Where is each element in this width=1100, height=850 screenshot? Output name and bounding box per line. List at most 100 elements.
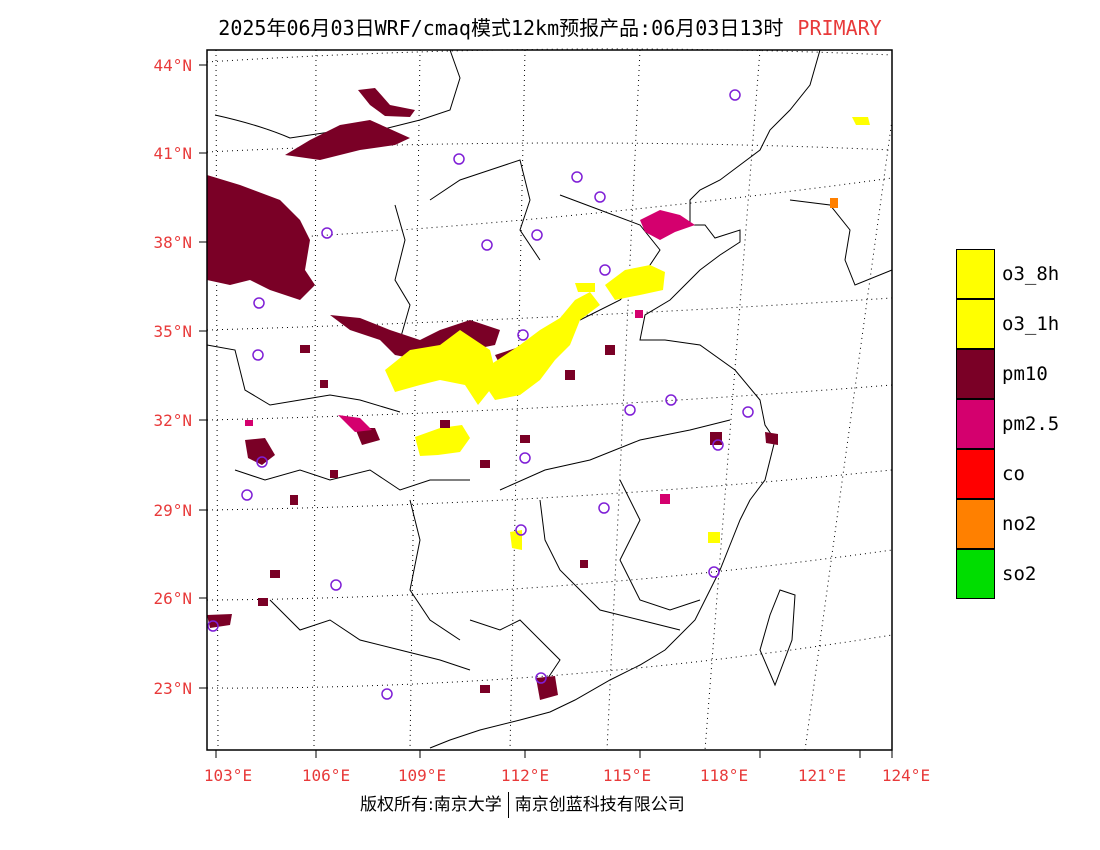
station-marker [453, 153, 465, 165]
pm10-patch-north [358, 88, 415, 117]
station-marker [531, 229, 543, 241]
station-marker [253, 297, 265, 309]
lon-label: 106°E [302, 766, 350, 785]
lon-label: 121°E [798, 766, 846, 785]
legend-label: pm10 [1002, 363, 1048, 385]
station-marker [598, 502, 610, 514]
lon-label: 115°E [603, 766, 651, 785]
lon-label: 103°E [204, 766, 252, 785]
pm10-patch-yunnan [207, 614, 232, 628]
copyright-left: 版权所有:南京大学 [360, 795, 502, 815]
station-markers [207, 89, 754, 700]
map-background [207, 50, 892, 750]
pollutant-patches [207, 88, 870, 700]
lat-label: 29°N [153, 501, 192, 520]
boundary-lines [206, 49, 893, 749]
lat-axis: 44°N 41°N 38°N 35°N 32°N 29°N 26°N 23°N [153, 56, 207, 698]
o3-patch-henan [485, 292, 600, 400]
station-marker [481, 239, 493, 251]
station-marker [535, 672, 547, 684]
legend-swatch [956, 549, 995, 599]
map-frame [206, 49, 893, 751]
pm10-cell [565, 370, 575, 380]
legend-swatch [956, 449, 995, 499]
lon-axis: 103°E 106°E 109°E 112°E 115°E 118°E 121°E 124°E [204, 750, 930, 785]
pm10-cell [320, 380, 328, 388]
pm10-cell [270, 570, 280, 578]
station-marker [517, 329, 529, 341]
legend-swatch [956, 349, 995, 399]
pm10-patch-zhejiang [765, 432, 778, 445]
pm10-patch-jiangxi [710, 432, 722, 445]
legend-swatch [956, 299, 995, 349]
station-marker [708, 566, 720, 578]
copyright-right: 南京创蓝科技有限公司 [514, 795, 685, 815]
legend-label: o3_8h [1002, 263, 1060, 285]
lon-label: 112°E [501, 766, 549, 785]
lat-label: 35°N [153, 322, 192, 341]
station-marker [519, 452, 531, 464]
legend-label: pm2.5 [1002, 413, 1060, 435]
pm10-cell [480, 685, 490, 693]
station-marker [742, 406, 754, 418]
station-marker [599, 264, 611, 276]
station-marker [571, 171, 583, 183]
pm25-cell [245, 420, 253, 426]
station-marker [594, 191, 606, 203]
legend-label: so2 [1002, 563, 1037, 585]
station-marker [252, 349, 264, 361]
pm25-patch-hebei [640, 210, 695, 240]
o3-patch-hubei [415, 425, 470, 456]
o3-patch-central [385, 330, 495, 405]
station-marker [712, 439, 724, 451]
legend-swatch [956, 399, 995, 449]
pm25-patch-chongqing [338, 415, 372, 432]
pm10-patch-inner-mongolia [285, 120, 410, 160]
station-marker [624, 404, 636, 416]
legend-label: no2 [1002, 513, 1037, 535]
station-marker [665, 394, 677, 406]
legend-label: o3_1h [1002, 313, 1060, 335]
o3-patch-fujian [708, 532, 720, 543]
graticule [206, 48, 893, 751]
title-tag: PRIMARY [797, 16, 882, 40]
station-marker [729, 89, 741, 101]
copyright-footer: 版权所有:南京大学 南京创蓝科技有限公司 [360, 790, 685, 818]
pm10-patch-sichuan [245, 438, 275, 465]
no2-patch-dalian [830, 198, 838, 208]
lon-label: 109°E [398, 766, 446, 785]
o3-patch-hebei-south [575, 283, 595, 292]
pm10-patch-guangdong [536, 676, 558, 700]
pm25-cell [635, 310, 643, 318]
pm25-cell [660, 494, 670, 504]
station-marker [515, 524, 527, 536]
lat-label: 32°N [153, 411, 192, 430]
station-marker [330, 579, 342, 591]
pm10-cell [480, 460, 490, 468]
legend-swatch [956, 499, 995, 549]
station-marker [381, 688, 393, 700]
station-marker [241, 489, 253, 501]
footer-separator [507, 792, 509, 818]
lat-label: 44°N [153, 56, 192, 75]
o3-patch-shandong [605, 265, 665, 300]
pm10-cell [258, 598, 268, 606]
station-marker [321, 227, 333, 239]
pm10-cell [290, 495, 298, 505]
pm10-patch-northwest [207, 175, 315, 300]
lat-label: 41°N [153, 144, 192, 163]
pm10-cell [605, 345, 615, 355]
legend-label: co [1002, 463, 1025, 485]
pm10-cell [330, 470, 338, 478]
pm10-cell [580, 560, 588, 568]
lat-label: 38°N [153, 233, 192, 252]
title-main: 2025年06月03日WRF/cmaq模式12km预报产品:06月03日13时 [218, 16, 784, 40]
pm10-patch-chongqing [355, 428, 380, 445]
lat-label: 26°N [153, 589, 192, 608]
lon-label: 118°E [700, 766, 748, 785]
pm10-cell [440, 420, 450, 428]
station-marker [256, 456, 268, 468]
lon-label: 124°E [882, 766, 930, 785]
legend-swatch [956, 249, 995, 299]
